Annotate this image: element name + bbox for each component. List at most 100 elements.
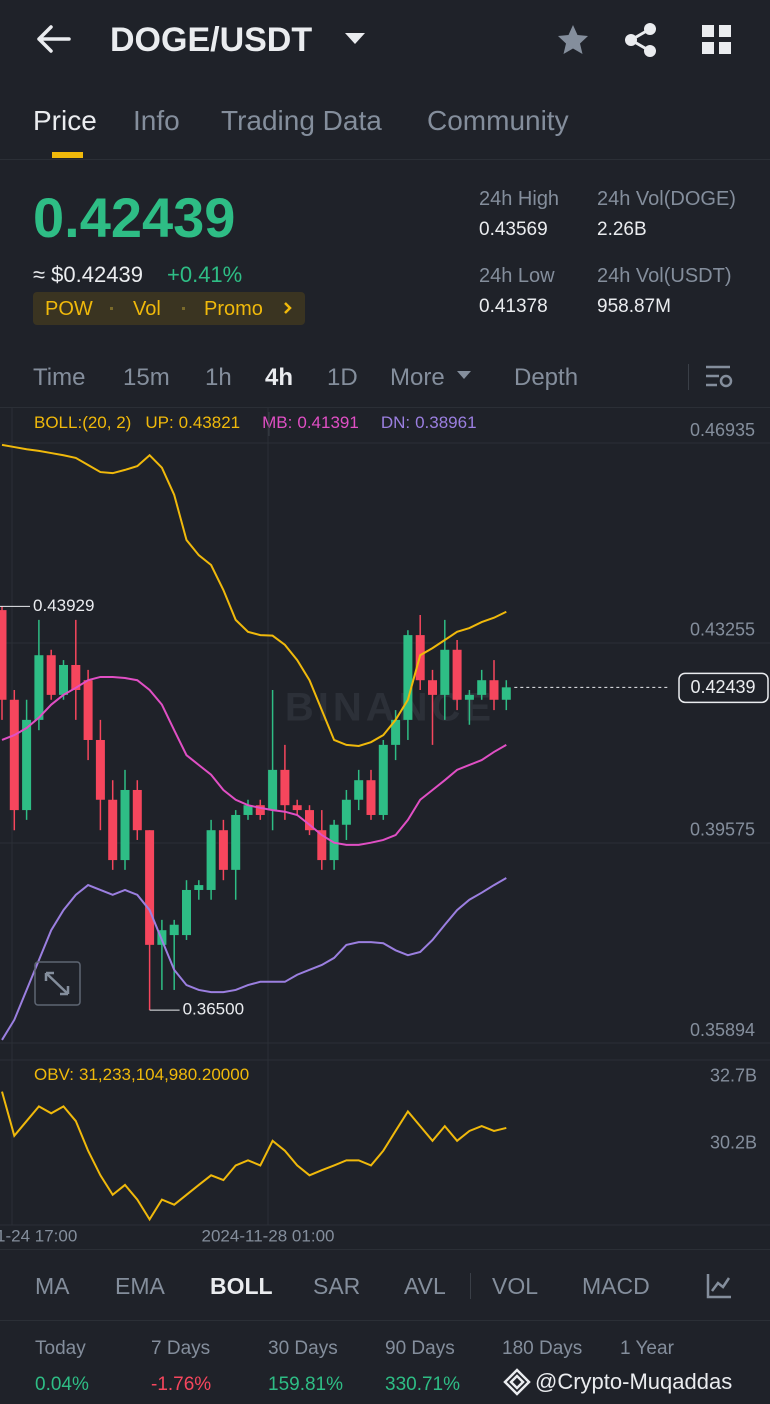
- candle-body: [354, 780, 364, 800]
- interval[interactable]: 4h: [265, 364, 294, 391]
- tab[interactable]: Trading Data: [221, 105, 382, 136]
- tag-separator: [182, 307, 185, 310]
- tab-indicator: [52, 152, 83, 158]
- interval[interactable]: 1h: [205, 364, 232, 391]
- low-marker-label: 0.36500: [183, 1000, 244, 1019]
- tag[interactable]: Vol: [133, 298, 161, 320]
- y-tick-label: 0.43255: [690, 620, 755, 640]
- watermark-logo: [503, 1368, 531, 1396]
- interval[interactable]: 15m: [123, 364, 170, 391]
- candle-body: [391, 719, 401, 745]
- candle-body: [0, 610, 7, 700]
- candle-body: [132, 789, 142, 831]
- indicator[interactable]: MACD: [582, 1273, 650, 1299]
- last-price-box: [678, 672, 769, 704]
- y-tick-label: 0.46935: [690, 420, 755, 440]
- candle-body: [83, 680, 93, 740]
- last-price: 0.42439: [33, 186, 236, 249]
- tab[interactable]: Info: [133, 105, 180, 136]
- tag[interactable]: Promo: [204, 298, 263, 320]
- candle-body: [268, 769, 278, 811]
- candle-body: [108, 799, 118, 861]
- back-button[interactable]: [36, 24, 72, 54]
- boll-line: [1, 675, 507, 846]
- perf-label: 7 Days: [151, 1338, 211, 1359]
- indicator[interactable]: MA: [35, 1273, 70, 1299]
- share-button[interactable]: [624, 22, 658, 58]
- high-marker-label: 0.43929: [33, 596, 94, 615]
- perf-label: 90 Days: [385, 1338, 455, 1359]
- tag-box: [33, 292, 305, 325]
- candle-body: [489, 680, 499, 700]
- candle-body: [231, 814, 241, 870]
- chart-watermark: BINANCE: [285, 686, 495, 730]
- perf-value: 159.81%: [268, 1374, 344, 1395]
- boll-line: [1, 443, 507, 747]
- expand-button[interactable]: [34, 961, 82, 1007]
- candle-body: [59, 664, 68, 695]
- interval[interactable]: Time: [33, 364, 86, 391]
- indicator[interactable]: BOLL: [210, 1273, 273, 1299]
- favorite-star[interactable]: [556, 24, 590, 56]
- legend-part: UP:: [145, 413, 173, 432]
- x-tick-label: 1-24 17:00: [0, 1226, 77, 1245]
- stat-value: 958.87M: [597, 296, 671, 317]
- perf-label: 1 Year: [620, 1338, 674, 1359]
- candle-body: [120, 789, 130, 861]
- chevron: [284, 302, 292, 314]
- interval[interactable]: 1D: [327, 364, 358, 391]
- candle-body: [440, 649, 450, 695]
- more-caret: [457, 371, 471, 379]
- pair-title[interactable]: DOGE/USDT: [110, 21, 313, 59]
- divider: [0, 1249, 770, 1250]
- candle-body: [243, 805, 253, 815]
- obv-tick-label: 32.7B: [710, 1065, 757, 1085]
- legend-part: OBV:: [34, 1065, 74, 1084]
- stat-label: 24h High: [479, 188, 560, 210]
- candle-body: [464, 694, 474, 700]
- candle-body: [292, 805, 302, 811]
- tab[interactable]: Price: [33, 105, 97, 136]
- candle-body: [218, 830, 228, 870]
- stat-value: 0.43569: [479, 219, 548, 240]
- candle-body: [452, 649, 462, 700]
- indicator[interactable]: SAR: [313, 1273, 361, 1299]
- separator: [688, 364, 689, 390]
- perf-label: Today: [35, 1338, 86, 1359]
- candle-body: [305, 810, 314, 831]
- x-tick-label: 2024-11-28 01:00: [202, 1226, 335, 1245]
- stat-value: 2.26B: [597, 219, 647, 240]
- candle-body: [206, 830, 216, 890]
- perf-value: 0.04%: [35, 1374, 89, 1395]
- separator: [470, 1273, 471, 1299]
- legend-part: 0.38961: [415, 413, 476, 432]
- candle-body: [255, 805, 265, 815]
- chart-settings[interactable]: [705, 364, 733, 390]
- indicator[interactable]: VOL: [492, 1273, 539, 1299]
- stat-value: 0.41378: [479, 296, 548, 317]
- candle-body: [428, 680, 437, 695]
- indicator[interactable]: AVL: [404, 1273, 446, 1299]
- candle-body: [403, 635, 413, 720]
- stat-label: 24h Vol(DOGE): [597, 188, 736, 210]
- pair-dropdown[interactable]: [344, 32, 366, 46]
- tag[interactable]: POW: [45, 298, 93, 320]
- y-tick-label: 0.35894: [690, 1020, 755, 1040]
- divider: [0, 159, 770, 160]
- menu-grid[interactable]: [702, 25, 732, 55]
- boll-legend: BOLL:(20, 2) UP: 0.43821 MB: 0.41391 DN: 0.389…: [34, 413, 477, 432]
- indicator[interactable]: EMA: [115, 1273, 165, 1299]
- perf-label: 30 Days: [268, 1338, 338, 1359]
- candle-body: [477, 680, 487, 695]
- indicator-settings[interactable]: [706, 1273, 732, 1299]
- candle-body: [145, 830, 155, 945]
- interval[interactable]: More: [390, 364, 445, 391]
- interval[interactable]: Depth: [514, 364, 579, 391]
- watermark: @Crypto-Muqaddas: [535, 1369, 733, 1394]
- perf-value: -1.76%: [151, 1374, 212, 1395]
- candle-body: [378, 744, 388, 815]
- candle-body: [34, 655, 44, 720]
- tab[interactable]: Community: [427, 105, 569, 136]
